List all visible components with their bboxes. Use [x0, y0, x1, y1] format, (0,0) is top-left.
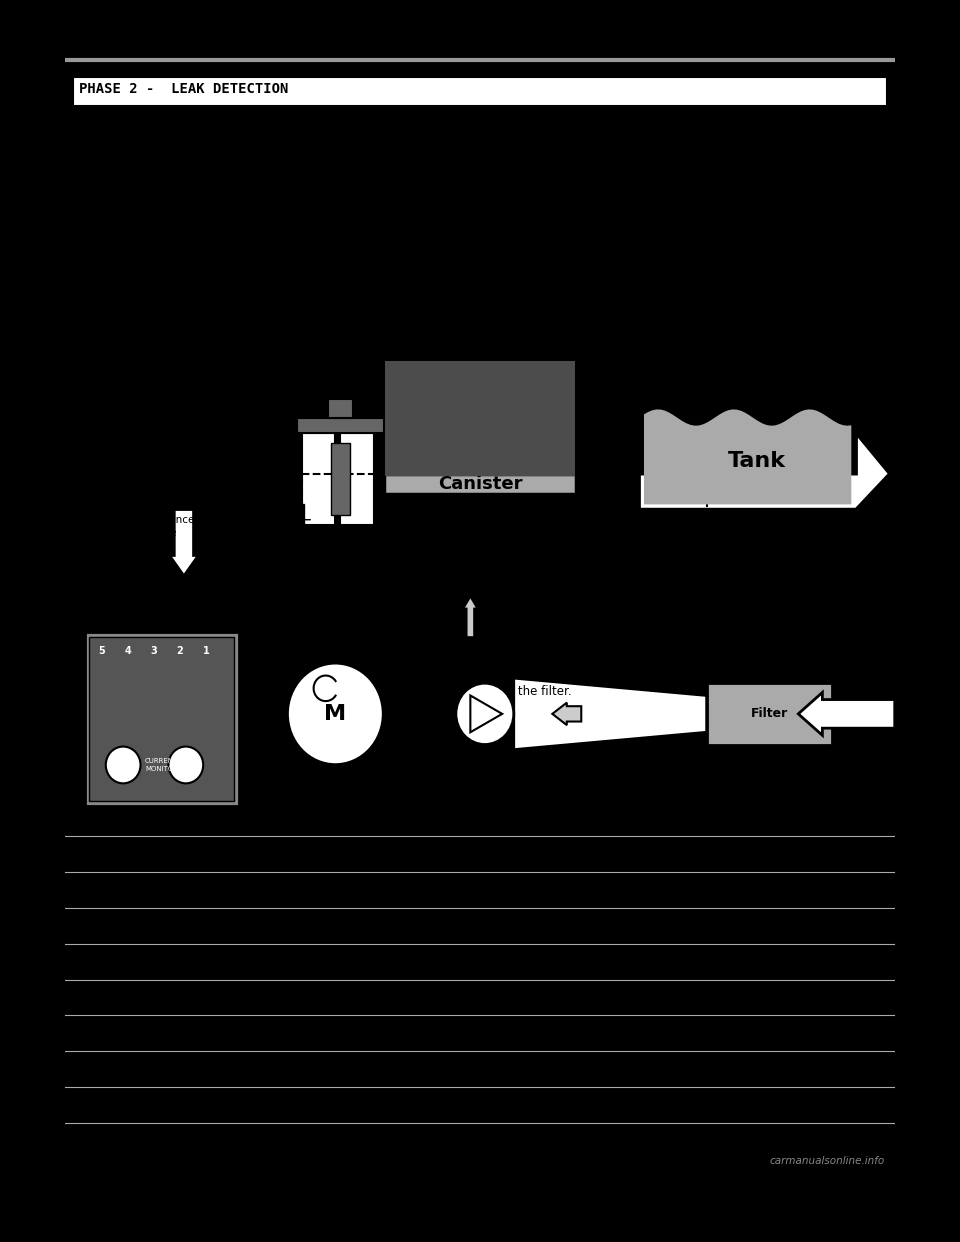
- Bar: [290, 504, 303, 535]
- Bar: [84, 632, 239, 806]
- Circle shape: [106, 746, 140, 784]
- Bar: [528, 514, 606, 586]
- Text: Tank: Tank: [729, 451, 786, 471]
- Bar: [73, 77, 887, 106]
- Text: 0.5mm
Reference
Orifice: 0.5mm Reference Orifice: [142, 502, 195, 538]
- Bar: [330, 443, 349, 514]
- Text: M: M: [324, 704, 347, 724]
- FancyArrow shape: [799, 692, 895, 735]
- Bar: [384, 473, 576, 494]
- Text: Change-Over
Valve: Change-Over Valve: [427, 440, 514, 468]
- Circle shape: [606, 540, 615, 550]
- Text: carmanualsonline.info: carmanualsonline.info: [770, 1155, 885, 1165]
- Text: +: +: [660, 499, 677, 518]
- Text: 4: 4: [125, 646, 132, 656]
- Polygon shape: [639, 433, 890, 509]
- Text: Filter: Filter: [751, 708, 788, 720]
- Text: Pump: Pump: [467, 765, 503, 777]
- Polygon shape: [470, 696, 502, 733]
- Bar: [418, 514, 523, 586]
- Text: 3: 3: [151, 646, 157, 656]
- Text: Engine: Engine: [142, 571, 193, 584]
- Polygon shape: [514, 678, 707, 750]
- Circle shape: [287, 663, 384, 765]
- FancyArrow shape: [170, 509, 199, 576]
- Text: Canister: Canister: [438, 474, 522, 493]
- Text: T: T: [438, 571, 445, 581]
- Bar: [707, 683, 832, 744]
- Text: 22: 22: [79, 1130, 98, 1146]
- Text: 2: 2: [177, 646, 183, 656]
- Circle shape: [456, 683, 514, 744]
- Bar: [297, 417, 384, 433]
- Bar: [340, 433, 373, 525]
- FancyArrow shape: [463, 596, 477, 637]
- Bar: [327, 399, 352, 417]
- Text: Throttle
Plate: Throttle Plate: [142, 402, 196, 431]
- Bar: [301, 433, 335, 525]
- Text: +: +: [414, 499, 430, 518]
- Polygon shape: [644, 410, 852, 504]
- Bar: [80, 637, 707, 821]
- Text: Purge
Valve: Purge Valve: [325, 410, 365, 438]
- Text: 1: 1: [203, 646, 209, 656]
- Text: The ECM energizes the Change Over Valve allowing the pressurized air to enter th: The ECM energizes the Change Over Valve …: [79, 123, 627, 174]
- Text: CURRENT
MONITOR: CURRENT MONITOR: [145, 758, 179, 771]
- Text: Fresh Air: Fresh Air: [829, 763, 893, 776]
- Text: 5: 5: [99, 646, 106, 656]
- Circle shape: [168, 746, 204, 784]
- Text: Once the test is concluded, the ECM stops the pump motor and immediately de-ener: Once the test is concluded, the ECM stop…: [79, 647, 612, 698]
- Bar: [301, 473, 707, 632]
- FancyArrow shape: [552, 703, 581, 725]
- Text: M54engMS43/ST039/3/17/00: M54engMS43/ST039/3/17/00: [79, 1151, 219, 1161]
- Text: Electric
Motor LDP: Electric Motor LDP: [644, 440, 713, 468]
- Text: T: T: [467, 571, 474, 581]
- Bar: [89, 637, 234, 801]
- Text: PHASE 2 -  LEAK DETECTION: PHASE 2 - LEAK DETECTION: [79, 82, 288, 96]
- Polygon shape: [386, 361, 574, 476]
